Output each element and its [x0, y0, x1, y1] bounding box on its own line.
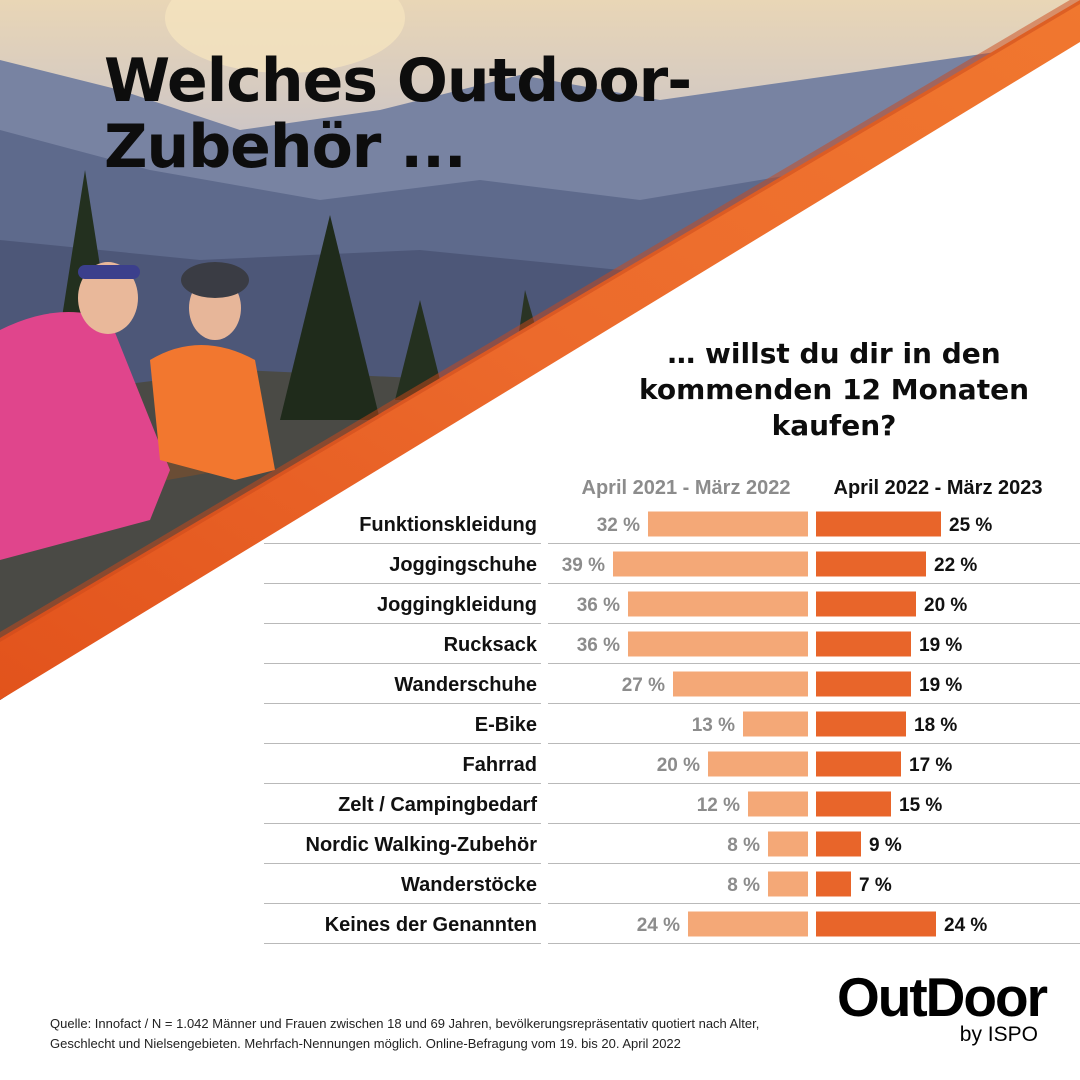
- bar-2021-22: [743, 711, 808, 737]
- bar-2022-23: [816, 711, 906, 737]
- category-label: Rucksack: [444, 634, 538, 656]
- bar-2022-23: [816, 551, 926, 577]
- source-note: Quelle: Innofact / N = 1.042 Männer und …: [50, 1014, 780, 1054]
- bar-2022-23: [816, 871, 851, 897]
- value-label-2021-22: 12 %: [697, 795, 740, 816]
- category-label: Joggingkleidung: [377, 594, 537, 616]
- category-label: Joggingschuhe: [389, 554, 537, 576]
- value-label-2021-22: 36 %: [577, 635, 620, 656]
- bar-2021-22: [768, 871, 808, 897]
- title-line-2: Zubehör ...: [104, 112, 467, 182]
- value-label-2021-22: 36 %: [577, 595, 620, 616]
- value-label-2021-22: 27 %: [622, 675, 665, 696]
- value-label-2022-23: 18 %: [914, 715, 957, 736]
- value-label-2021-22: 39 %: [562, 555, 605, 576]
- bar-2022-23: [816, 591, 916, 617]
- bar-2022-23: [816, 751, 901, 777]
- title-line-1: Welches Outdoor-: [104, 46, 692, 116]
- value-label-2022-23: 15 %: [899, 795, 942, 816]
- subtitle-line-3: kaufen?: [771, 409, 897, 442]
- bar-2022-23: [816, 671, 911, 697]
- value-label-2021-22: 8 %: [727, 875, 760, 896]
- value-label-2021-22: 20 %: [657, 755, 700, 776]
- bar-2021-22: [748, 791, 808, 817]
- category-label: Funktionskleidung: [359, 514, 537, 536]
- source-line-1: Quelle: Innofact / N = 1.042 Männer und …: [50, 1016, 760, 1031]
- bar-2022-23: [816, 791, 891, 817]
- source-line-2: Geschlecht und Nielsengebieten. Mehrfach…: [50, 1036, 681, 1051]
- bar-2021-22: [688, 911, 808, 937]
- subtitle-line-2: kommenden 12 Monaten: [638, 373, 1030, 406]
- outdoor-by-ispo-logo: OutDoor by ISPO: [800, 968, 1048, 1048]
- value-label-2022-23: 20 %: [924, 595, 967, 616]
- value-label-2022-23: 19 %: [919, 635, 962, 656]
- bar-2021-22: [628, 631, 808, 657]
- value-label-2022-23: 22 %: [934, 555, 977, 576]
- category-label: Wanderstöcke: [401, 874, 537, 896]
- bar-2022-23: [816, 911, 936, 937]
- category-label: Wanderschuhe: [394, 674, 537, 696]
- value-label-2021-22: 13 %: [692, 715, 735, 736]
- bar-2022-23: [816, 631, 911, 657]
- value-label-2022-23: 17 %: [909, 755, 952, 776]
- value-label-2022-23: 25 %: [949, 515, 992, 536]
- value-label-2021-22: 32 %: [597, 515, 640, 536]
- value-label-2022-23: 7 %: [859, 875, 892, 896]
- bar-2021-22: [613, 551, 808, 577]
- logo-subline: by ISPO: [959, 1023, 1038, 1046]
- orange-diagonal-band-shade: [0, 0, 1080, 642]
- question-subtitle: … willst du dir in den kommenden 12 Mona…: [560, 336, 1080, 444]
- bar-2021-22: [648, 511, 808, 537]
- value-label-2021-22: 8 %: [727, 835, 760, 856]
- value-label-2021-22: 24 %: [637, 915, 680, 936]
- logo-wordmark: OutDoor: [836, 966, 1048, 1028]
- bar-2022-23: [816, 511, 941, 537]
- subtitle-line-1: … willst du dir in den: [667, 337, 1001, 370]
- bar-2021-22: [628, 591, 808, 617]
- bar-2021-22: [768, 831, 808, 857]
- bar-2021-22: [708, 751, 808, 777]
- category-label: E-Bike: [475, 714, 537, 736]
- legend-series-2021-22: April 2021 - März 2022: [582, 477, 791, 499]
- value-label-2022-23: 19 %: [919, 675, 962, 696]
- category-label: Nordic Walking-Zubehör: [306, 834, 538, 856]
- legend-series-2022-23: April 2022 - März 2023: [834, 477, 1043, 499]
- value-label-2022-23: 24 %: [944, 915, 987, 936]
- page-title: Welches Outdoor- Zubehör ...: [104, 46, 692, 182]
- bar-2021-22: [673, 671, 808, 697]
- category-label: Zelt / Campingbedarf: [338, 794, 537, 816]
- category-label: Keines der Genannten: [325, 914, 537, 936]
- category-label: Fahrrad: [463, 754, 537, 776]
- orange-diagonal-band: [0, 0, 1080, 700]
- bar-2022-23: [816, 831, 861, 857]
- value-label-2022-23: 9 %: [869, 835, 902, 856]
